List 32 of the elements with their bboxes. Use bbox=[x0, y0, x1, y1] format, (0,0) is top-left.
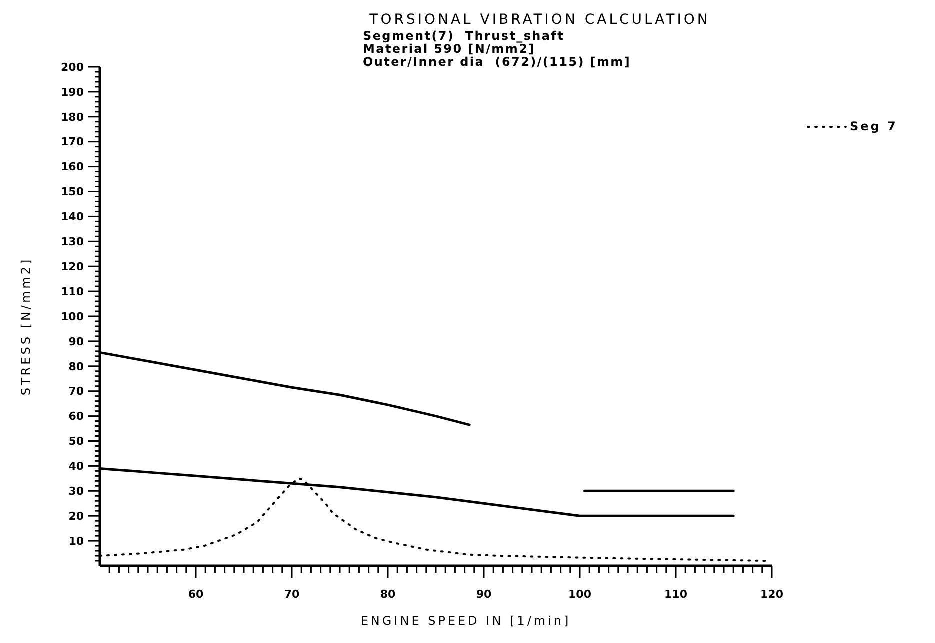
y-tick-label: 160 bbox=[61, 160, 84, 174]
y-tick-label: 50 bbox=[68, 435, 84, 448]
y-tick-label: 40 bbox=[68, 460, 84, 474]
y-tick-label: 30 bbox=[68, 485, 84, 498]
x-tick-label: 80 bbox=[380, 588, 396, 601]
x-tick-label: 60 bbox=[188, 588, 204, 601]
chart-subtitle: Segment(7) Thrust_shaft Material 590 [N/mm2] Outer/Inner dia (672)/(115) [mm] bbox=[363, 29, 632, 69]
x-tick-label: 110 bbox=[664, 588, 688, 601]
y-tick-label: 110 bbox=[61, 285, 84, 298]
y-tick-label: 20 bbox=[68, 510, 84, 523]
y-tick-label: 120 bbox=[61, 260, 84, 274]
x-axis-title: ENGINE SPEED IN [1/min] bbox=[360, 614, 572, 628]
legend-label: Seg 7 bbox=[850, 120, 898, 134]
x-tick-label: 120 bbox=[760, 588, 784, 601]
y-tick-label: 80 bbox=[68, 360, 84, 374]
y-tick-label: 190 bbox=[61, 86, 84, 99]
x-tick-label: 70 bbox=[284, 588, 300, 601]
y-tick-label: 100 bbox=[61, 310, 84, 324]
x-tick-label: 90 bbox=[476, 588, 492, 601]
y-tick-label: 170 bbox=[61, 136, 84, 149]
y-tick-label: 10 bbox=[68, 534, 84, 548]
y-axis-title: STRESS [N/mm2] bbox=[19, 257, 33, 396]
y-tick-label: 60 bbox=[68, 410, 84, 424]
y-tick-label: 130 bbox=[61, 236, 84, 248]
chart-title: TORSIONAL VIBRATION CALCULATION bbox=[368, 12, 710, 28]
y-tick-label: 200 bbox=[61, 60, 84, 74]
y-tick-label: 70 bbox=[68, 385, 84, 398]
x-tick-label: 100 bbox=[568, 588, 592, 601]
y-tick-label: 140 bbox=[61, 210, 84, 224]
y-tick-label: 90 bbox=[68, 335, 84, 348]
y-tick-label: 180 bbox=[61, 110, 84, 124]
y-tick-label: 150 bbox=[61, 186, 84, 199]
